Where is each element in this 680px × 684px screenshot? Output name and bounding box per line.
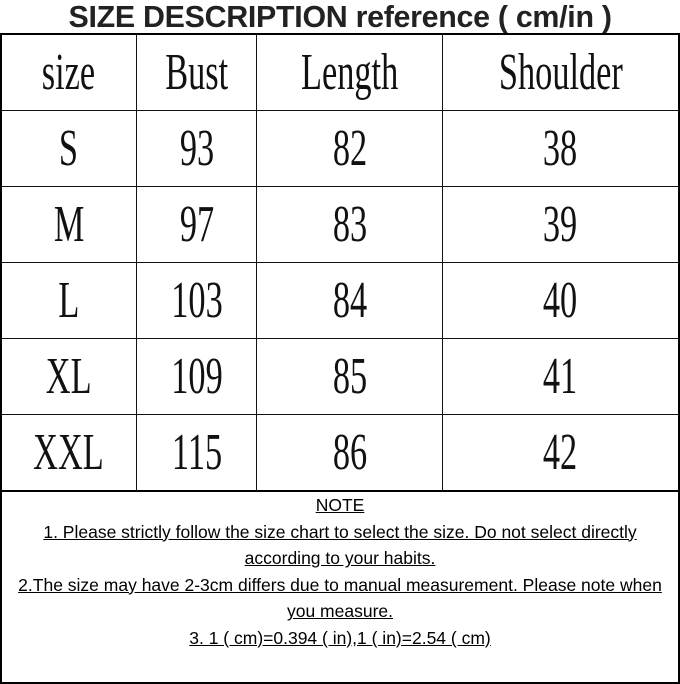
cell-bust: 93 xyxy=(179,120,214,177)
table-cell: 82 xyxy=(256,110,443,187)
table-cell: 42 xyxy=(441,414,678,492)
cell-shoulder: 42 xyxy=(543,424,578,481)
table-cell: XL xyxy=(2,338,137,415)
table-cell: S xyxy=(2,110,137,187)
cell-shoulder: 40 xyxy=(543,272,578,329)
table-row: XL 109 85 41 xyxy=(2,338,678,415)
table-row: L 103 84 40 xyxy=(2,262,678,339)
table-cell: 84 xyxy=(256,262,443,339)
cell-shoulder: 38 xyxy=(543,120,578,177)
cell-size: L xyxy=(58,272,80,329)
cell-length: 85 xyxy=(332,348,367,405)
cell-bust: 109 xyxy=(170,348,223,405)
table-cell: 85 xyxy=(256,338,443,415)
table-cell: 83 xyxy=(256,186,443,263)
size-chart-frame: size Bust Length Shoulder S 93 82 38 M 9… xyxy=(0,33,680,684)
table-cell: M xyxy=(2,186,137,263)
note-text: 3. 1 ( cm)=0.394 ( in),1 ( in)=2.54 ( cm… xyxy=(189,627,491,648)
header-cell: Shoulder xyxy=(441,35,678,111)
table-cell: XXL xyxy=(2,414,137,492)
note-text: 2.The size may have 2-3cm differs due to… xyxy=(18,574,662,622)
table-cell: 115 xyxy=(135,414,258,492)
table-row: M 97 83 39 xyxy=(2,186,678,263)
cell-size: XXL xyxy=(33,424,105,481)
table-cell: 97 xyxy=(135,186,258,263)
table-row: S 93 82 38 xyxy=(2,110,678,187)
note-text: 1. Please strictly follow the size chart… xyxy=(43,521,637,569)
cell-shoulder: 41 xyxy=(543,348,578,405)
cell-bust: 103 xyxy=(170,272,223,329)
page-title: SIZE DESCRIPTION reference ( cm/in ) xyxy=(0,0,680,33)
note-item: 1. Please strictly follow the size chart… xyxy=(2,519,678,572)
note-item: 2.The size may have 2-3cm differs due to… xyxy=(2,572,678,625)
table-cell: 39 xyxy=(441,186,678,263)
table-cell: L xyxy=(2,262,137,339)
header-cell: Bust xyxy=(135,35,258,111)
notes-section: NOTE 1. Please strictly follow the size … xyxy=(2,492,678,652)
cell-bust: 115 xyxy=(171,424,222,481)
header-size: size xyxy=(42,44,96,101)
size-table: size Bust Length Shoulder S 93 82 38 M 9… xyxy=(2,35,678,492)
notes-heading: NOTE xyxy=(2,492,678,519)
header-shoulder: Shoulder xyxy=(498,44,623,101)
table-cell: 86 xyxy=(256,414,443,492)
table-cell: 103 xyxy=(135,262,258,339)
title-text: SIZE DESCRIPTION reference ( cm/in ) xyxy=(68,0,612,34)
notes-heading-text: NOTE xyxy=(315,495,365,515)
cell-length: 86 xyxy=(332,424,367,481)
note-item: 3. 1 ( cm)=0.394 ( in),1 ( in)=2.54 ( cm… xyxy=(2,625,678,652)
cell-length: 84 xyxy=(332,272,367,329)
cell-length: 83 xyxy=(332,196,367,253)
table-cell: 38 xyxy=(441,110,678,187)
header-length: Length xyxy=(301,44,399,101)
header-bust: Bust xyxy=(165,44,229,101)
header-cell: Length xyxy=(256,35,443,111)
table-cell: 109 xyxy=(135,338,258,415)
cell-size: M xyxy=(53,196,85,253)
cell-bust: 97 xyxy=(179,196,214,253)
table-row: XXL 115 86 42 xyxy=(2,414,678,492)
table-cell: 93 xyxy=(135,110,258,187)
cell-size: S xyxy=(59,120,79,177)
header-cell: size xyxy=(2,35,137,111)
table-cell: 41 xyxy=(441,338,678,415)
cell-shoulder: 39 xyxy=(543,196,578,253)
cell-length: 82 xyxy=(332,120,367,177)
cell-size: XL xyxy=(46,348,92,405)
table-cell: 40 xyxy=(441,262,678,339)
table-header-row: size Bust Length Shoulder xyxy=(2,35,678,111)
